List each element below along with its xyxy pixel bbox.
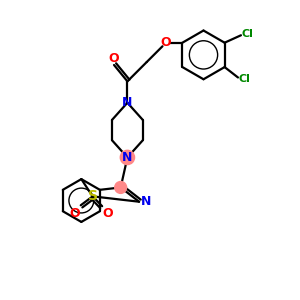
Text: Cl: Cl <box>242 29 254 39</box>
Text: O: O <box>70 206 80 220</box>
Text: N: N <box>140 195 151 208</box>
Text: N: N <box>122 151 133 164</box>
Text: O: O <box>108 52 119 65</box>
Text: O: O <box>161 36 171 49</box>
Circle shape <box>115 182 127 194</box>
Text: O: O <box>102 207 113 220</box>
Circle shape <box>120 150 134 165</box>
Text: N: N <box>122 96 133 109</box>
Text: S: S <box>88 189 98 203</box>
Text: Cl: Cl <box>238 74 250 84</box>
